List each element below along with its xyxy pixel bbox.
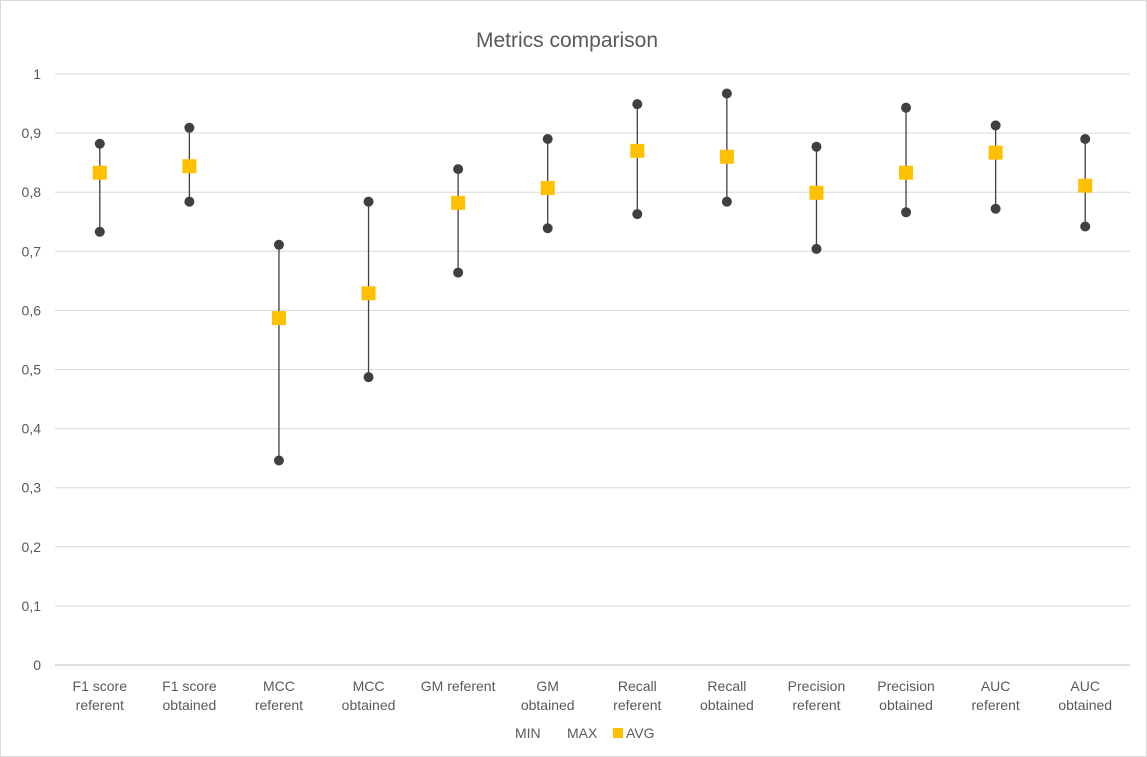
x-tick-label: MCC: [263, 678, 295, 694]
y-tick-label: 0,3: [22, 480, 42, 496]
max-point: [453, 164, 464, 175]
y-tick-label: 0,2: [22, 539, 42, 555]
max-point: [363, 196, 374, 207]
x-axis-ticks: F1 score referent F1 score obtained MCC refer…: [73, 678, 1113, 713]
min-point: [721, 196, 732, 207]
min-point: [901, 207, 912, 218]
avg-point: [630, 143, 645, 158]
y-tick-label: 0: [33, 657, 41, 673]
y-tick-label: 1: [33, 66, 41, 82]
y-tick-label: 0,5: [22, 362, 42, 378]
x-tick-label: F1 score: [73, 678, 128, 694]
x-tick-label: MCC: [353, 678, 385, 694]
x-tick-label: AUC: [1070, 678, 1100, 694]
min-point: [811, 243, 822, 254]
x-tick-label: obtained: [700, 697, 754, 713]
max-point: [94, 138, 105, 149]
avg-point: [271, 311, 286, 326]
legend-item-max: MAX: [567, 725, 598, 741]
y-tick-label: 0,6: [22, 302, 42, 318]
range-lines: [99, 93, 1086, 461]
min-point: [94, 226, 105, 237]
max-point: [1080, 134, 1091, 145]
y-tick-label: 0,8: [22, 184, 42, 200]
min-point: [990, 203, 1001, 214]
x-tick-label: Precision: [788, 678, 846, 694]
y-tick-label: 0,7: [22, 243, 42, 259]
x-tick-label: Recall: [707, 678, 746, 694]
min-point: [363, 372, 374, 383]
max-point: [184, 122, 195, 133]
avg-point: [361, 286, 376, 301]
x-tick-label: referent: [613, 697, 661, 713]
x-tick-label: obtained: [521, 697, 575, 713]
max-point: [273, 239, 284, 250]
min-point: [453, 267, 464, 278]
x-tick-label: F1 score: [162, 678, 217, 694]
avg-point: [182, 159, 197, 174]
x-tick-label: obtained: [342, 697, 396, 713]
x-tick-label: referent: [972, 697, 1020, 713]
x-tick-label: obtained: [879, 697, 933, 713]
chart-title: Metrics comparison: [476, 29, 658, 52]
avg-point: [988, 145, 1003, 160]
max-point: [990, 120, 1001, 131]
min-point: [632, 209, 643, 220]
avg-point: [899, 165, 914, 180]
avg-point: [719, 149, 734, 164]
avg-point: [809, 185, 824, 200]
y-tick-label: 0,1: [22, 598, 42, 614]
avg-point: [451, 195, 466, 210]
x-tick-label: referent: [255, 697, 303, 713]
y-axis-ticks: 0 0,1 0,2 0,3 0,4 0,5 0,6 0,7 0,8 0,9 1: [22, 66, 42, 673]
max-point: [901, 102, 912, 113]
markers: [92, 88, 1093, 466]
x-tick-label: GM: [536, 678, 559, 694]
max-point: [542, 134, 553, 145]
x-tick-label: Precision: [877, 678, 935, 694]
gridlines: [55, 73, 1130, 666]
avg-point: [540, 181, 555, 196]
y-tick-label: 0,9: [22, 125, 42, 141]
legend: MIN MAX AVG: [515, 725, 655, 741]
legend-swatch: [613, 728, 623, 738]
x-tick-label: referent: [792, 697, 840, 713]
x-tick-label: GM referent: [421, 678, 496, 694]
avg-point: [1078, 178, 1093, 193]
legend-item-min: MIN: [515, 725, 541, 741]
min-point: [184, 196, 195, 207]
min-point: [1080, 221, 1091, 232]
min-point: [273, 455, 284, 466]
max-point: [721, 88, 732, 99]
x-tick-label: Recall: [618, 678, 657, 694]
avg-point: [92, 165, 107, 180]
max-point: [811, 141, 822, 152]
x-tick-label: AUC: [981, 678, 1011, 694]
y-tick-label: 0,4: [22, 421, 42, 437]
x-tick-label: obtained: [1058, 697, 1112, 713]
max-point: [632, 99, 643, 110]
min-point: [542, 223, 553, 234]
legend-item-avg: AVG: [626, 725, 655, 741]
x-tick-label: referent: [76, 697, 124, 713]
x-tick-label: obtained: [163, 697, 217, 713]
